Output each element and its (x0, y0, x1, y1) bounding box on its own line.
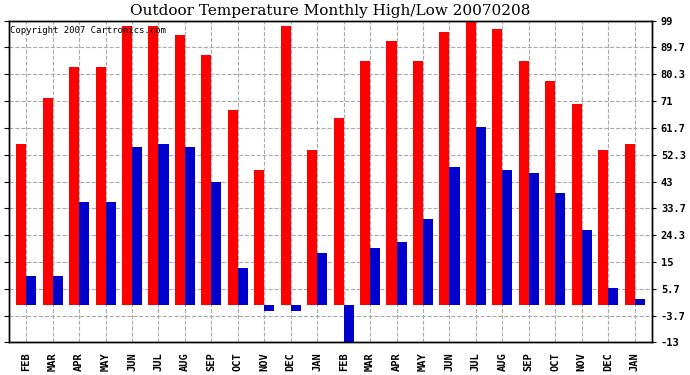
Title: Outdoor Temperature Monthly High/Low 20070208: Outdoor Temperature Monthly High/Low 200… (130, 4, 531, 18)
Bar (571, 104, 582, 305)
Bar (159, 144, 168, 305)
Bar (148, 27, 159, 305)
Text: Copyright 2007 Cartronics.com: Copyright 2007 Cartronics.com (10, 26, 166, 34)
Bar (466, 21, 476, 305)
Bar (386, 41, 397, 305)
Bar (397, 242, 406, 305)
Bar (413, 61, 423, 305)
Bar (16, 144, 26, 305)
Bar (290, 305, 301, 311)
Bar (79, 202, 89, 305)
Bar (264, 305, 275, 311)
Bar (370, 248, 380, 305)
Bar (307, 150, 317, 305)
Bar (502, 170, 513, 305)
Bar (122, 27, 132, 305)
Bar (555, 193, 565, 305)
Bar (317, 254, 327, 305)
Bar (238, 268, 248, 305)
Bar (201, 55, 211, 305)
Bar (529, 173, 539, 305)
Bar (582, 230, 592, 305)
Bar (344, 305, 354, 342)
Bar (360, 61, 370, 305)
Bar (228, 110, 238, 305)
Bar (185, 147, 195, 305)
Bar (95, 67, 106, 305)
Bar (608, 288, 618, 305)
Bar (175, 35, 185, 305)
Bar (476, 127, 486, 305)
Bar (635, 299, 644, 305)
Bar (449, 167, 460, 305)
Bar (333, 118, 344, 305)
Bar (624, 144, 635, 305)
Bar (132, 147, 142, 305)
Bar (519, 61, 529, 305)
Bar (106, 202, 116, 305)
Bar (43, 98, 52, 305)
Bar (26, 276, 37, 305)
Bar (423, 219, 433, 305)
Bar (440, 32, 449, 305)
Bar (69, 67, 79, 305)
Bar (254, 170, 264, 305)
Bar (545, 81, 555, 305)
Bar (598, 150, 608, 305)
Bar (281, 27, 290, 305)
Bar (52, 276, 63, 305)
Bar (211, 182, 221, 305)
Bar (492, 29, 502, 305)
